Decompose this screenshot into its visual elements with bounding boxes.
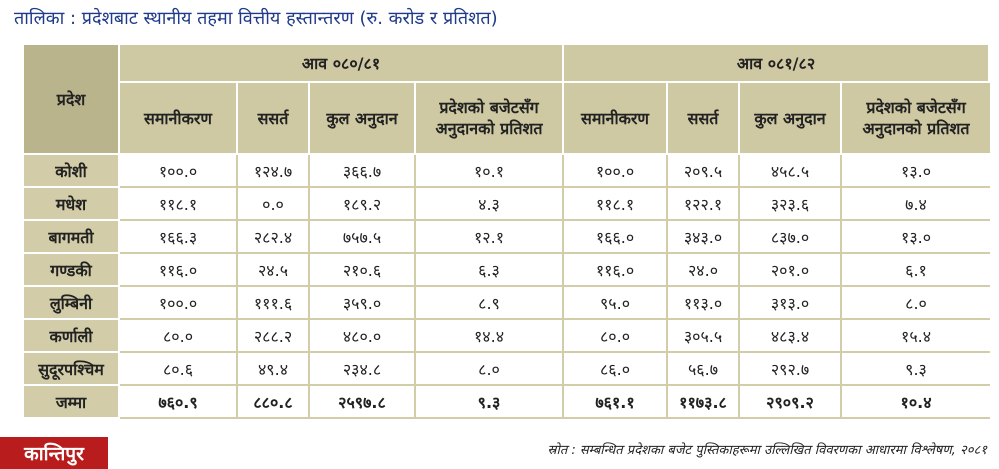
table-cell: ११६.० — [120, 254, 238, 287]
table-cell: ८०.० — [120, 320, 238, 353]
table-cell: ३४३.० — [668, 221, 741, 254]
table-row: कोशी १००.० १२४.७ ३६६.७ १०.१ १००.० २०९.५ ४५८.५ १३… — [24, 155, 991, 188]
table-row: कर्णाली ८०.० २८८.२ ४८०.० १४.४ ८०.० ३०५.५ ४८३.४ १… — [24, 320, 991, 353]
subheader-percent-1: प्रदेशको बजेटसँग अनुदानको प्रतिशत — [416, 83, 565, 155]
table-cell: १३.० — [842, 221, 991, 254]
table-cell: ७६०.९ — [120, 386, 238, 419]
table-cell: १८९.२ — [310, 188, 416, 221]
table-row: जम्मा ७६०.९ ८८०.८ २५९७.८ ९.३ ७६१.१ ११७३.८ २९०९.… — [24, 386, 991, 419]
table-cell: ९.३ — [416, 386, 565, 419]
table-cell: १०.४ — [842, 386, 991, 419]
table-cell: ८.९ — [416, 287, 565, 320]
table-cell: ४५८.५ — [740, 155, 843, 188]
table-cell: ३२३.६ — [740, 188, 843, 221]
subheader-conditional-2: ससर्त — [668, 83, 741, 155]
table-cell: ४९.४ — [238, 353, 310, 386]
table-cell: ३१३.० — [740, 287, 843, 320]
table-cell: ४८०.० — [310, 320, 416, 353]
grant-table-container: प्रदेश आव ०८०/८१ आव ०८१/८२ समानीकरण ससर्… — [24, 45, 991, 419]
table-cell: ३०५.५ — [668, 320, 741, 353]
table-row: सुदूरपश्चिम ८०.६ ४९.४ २३४.८ ८.० ८६.० ५६.७ २९२.७… — [24, 353, 991, 386]
subheader-percent-2: प्रदेशको बजेटसँग अनुदानको प्रतिशत — [842, 83, 991, 155]
table-cell: ३५९.० — [310, 287, 416, 320]
table-cell: ११३.० — [668, 287, 741, 320]
province-name: मधेश — [24, 188, 120, 221]
table-cell: ९५.० — [564, 287, 669, 320]
table-cell: २८२.४ — [238, 221, 310, 254]
grant-table: प्रदेश आव ०८०/८१ आव ०८१/८२ समानीकरण ससर्… — [24, 45, 991, 419]
table-cell: ५६.७ — [668, 353, 741, 386]
table-cell: १००.० — [120, 287, 238, 320]
table-cell: २९०९.२ — [740, 386, 843, 419]
table-title: तालिका : प्रदेशबाट स्थानीय तहमा वित्तीय … — [14, 8, 498, 29]
table-cell: २९२.७ — [740, 353, 843, 386]
table-cell: १६६.३ — [120, 221, 238, 254]
table-cell: १०.१ — [416, 155, 565, 188]
table-row: गण्डकी ११६.० २४.५ २१०.६ ६.३ ११६.० २४.० २०१.० ६.१ — [24, 254, 991, 287]
table-cell: १३.० — [842, 155, 991, 188]
table-cell: १५.४ — [842, 320, 991, 353]
province-name: कोशी — [24, 155, 120, 188]
province-name: लुम्बिनी — [24, 287, 120, 320]
table-cell: १४.४ — [416, 320, 565, 353]
table-cell: ११७३.८ — [668, 386, 741, 419]
table-cell: १००.० — [564, 155, 669, 188]
header-pradesh: प्रदेश — [24, 45, 120, 155]
source-note: स्रोत : सम्बन्धित प्रदेशका बजेट पुस्तिका… — [547, 443, 987, 458]
table-cell: ८.० — [842, 287, 991, 320]
kantipur-logo: कान्तिपुर — [0, 437, 108, 469]
subheader-conditional-1: ससर्त — [238, 83, 310, 155]
table-cell: २०१.० — [740, 254, 843, 287]
table-cell: २४.५ — [238, 254, 310, 287]
province-name: जम्मा — [24, 386, 120, 419]
table-cell: ०.० — [238, 188, 310, 221]
table-cell: ७५७.५ — [310, 221, 416, 254]
table-cell: ७६१.१ — [564, 386, 669, 419]
table-row: बागमती १६६.३ २८२.४ ७५७.५ १२.१ १६६.० ३४३.० ८३७.०… — [24, 221, 991, 254]
table-cell: १२२.१ — [668, 188, 741, 221]
table-cell: ८६.० — [564, 353, 669, 386]
table-cell: २८८.२ — [238, 320, 310, 353]
table-cell: ११६.० — [564, 254, 669, 287]
table-cell: ७.४ — [842, 188, 991, 221]
table-cell: १००.० — [120, 155, 238, 188]
subheader-total-grant-1: कुल अनुदान — [310, 83, 416, 155]
table-row: मधेश ११८.१ ०.० १८९.२ ४.३ ११८.१ १२२.१ ३२३.६ ७.४ — [24, 188, 991, 221]
table-cell: ८३७.० — [740, 221, 843, 254]
subheader-total-grant-2: कुल अनुदान — [740, 83, 843, 155]
table-cell: १२.१ — [416, 221, 565, 254]
province-name: गण्डकी — [24, 254, 120, 287]
subheader-equalization-2: समानीकरण — [564, 83, 669, 155]
table-cell: ८.० — [416, 353, 565, 386]
table-cell: ३६६.७ — [310, 155, 416, 188]
header-year-1: आव ०८०/८१ — [120, 45, 565, 83]
table-cell: ८०.६ — [120, 353, 238, 386]
table-cell: २१०.६ — [310, 254, 416, 287]
table-cell: ११८.१ — [120, 188, 238, 221]
province-name: बागमती — [24, 221, 120, 254]
subheader-equalization-1: समानीकरण — [120, 83, 238, 155]
province-name: कर्णाली — [24, 320, 120, 353]
table-cell: १२४.७ — [238, 155, 310, 188]
table-row: लुम्बिनी १००.० १११.६ ३५९.० ८.९ ९५.० ११३.० ३१३.०… — [24, 287, 991, 320]
table-cell: ८०.० — [564, 320, 669, 353]
table-cell: ९.३ — [842, 353, 991, 386]
table-cell: ४८३.४ — [740, 320, 843, 353]
table-cell: ८८०.८ — [238, 386, 310, 419]
table-cell: १६६.० — [564, 221, 669, 254]
table-cell: २३४.८ — [310, 353, 416, 386]
table-cell: २४.० — [668, 254, 741, 287]
table-cell: ११८.१ — [564, 188, 669, 221]
table-cell: २०९.५ — [668, 155, 741, 188]
table-cell: ६.१ — [842, 254, 991, 287]
table-body: कोशी १००.० १२४.७ ३६६.७ १०.१ १००.० २०९.५ ४५८.५ १३… — [24, 155, 991, 419]
table-cell: १११.६ — [238, 287, 310, 320]
table-cell: ४.३ — [416, 188, 565, 221]
province-name: सुदूरपश्चिम — [24, 353, 120, 386]
table-cell: ६.३ — [416, 254, 565, 287]
header-year-2: आव ०८१/८२ — [564, 45, 991, 83]
table-cell: २५९७.८ — [310, 386, 416, 419]
